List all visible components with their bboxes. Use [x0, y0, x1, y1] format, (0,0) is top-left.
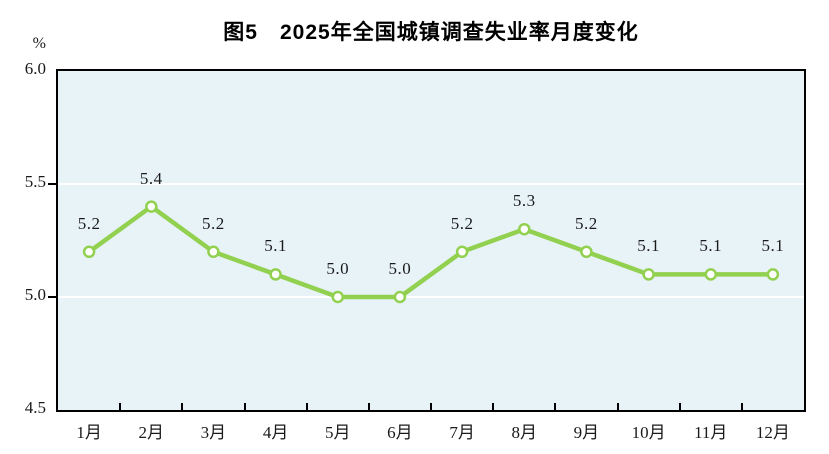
- data-label: 5.2: [575, 213, 598, 233]
- chart-title: 图5 2025年全国城镇调查失业率月度变化: [223, 21, 639, 44]
- x-axis-tick: [678, 403, 681, 410]
- data-label: 5.2: [450, 213, 474, 233]
- plot-area: 5.2 5.4 5.2 5.1 5.0 5.0 5.2 5.3 5.2 5.1 5.1 5.1: [56, 69, 806, 412]
- x-axis-tick: [492, 403, 495, 410]
- y-axis-tick: [48, 296, 56, 298]
- x-axis-label: 3月: [200, 423, 227, 442]
- x-axis-label: 7月: [449, 423, 475, 442]
- data-label: 5.2: [77, 213, 101, 233]
- x-axis-tick: [305, 403, 308, 410]
- x-axis-label: 10月: [631, 423, 666, 442]
- data-point-marker: [145, 200, 158, 213]
- line-series-canvas: [82, 200, 780, 304]
- x-axis-label: 4月: [262, 423, 289, 442]
- x-axis-tick: [430, 403, 432, 410]
- data-label: 5.1: [637, 236, 660, 256]
- x-axis-tick: [119, 403, 122, 410]
- x-axis-label: 1月: [76, 423, 102, 442]
- data-point-marker: [704, 268, 718, 281]
- data-point-marker: [580, 245, 593, 259]
- x-axis-tick: [554, 403, 557, 410]
- x-axis-label: 8月: [511, 423, 538, 442]
- y-axis-label: 5.0: [24, 285, 46, 304]
- x-axis-label: 2月: [138, 423, 165, 442]
- data-point-marker: [455, 245, 469, 259]
- y-axis-unit-label: %: [32, 35, 46, 52]
- y-axis-label: 6.0: [24, 59, 46, 78]
- y-axis-tick: [48, 183, 56, 185]
- x-axis-label: 11月: [694, 423, 728, 442]
- data-label: 5.1: [761, 236, 785, 256]
- x-axis-tick: [367, 403, 370, 410]
- x-axis-label: 6月: [387, 423, 413, 442]
- data-label: 5.3: [512, 191, 536, 211]
- y-axis-label: 5.5: [24, 172, 46, 191]
- data-point-marker: [766, 268, 780, 281]
- data-point-marker: [331, 290, 345, 304]
- data-point-marker: [207, 245, 220, 259]
- gridline: [58, 296, 804, 298]
- data-point-marker: [269, 268, 282, 281]
- data-label: 5.0: [388, 259, 412, 278]
- line-series: [86, 204, 776, 300]
- data-point-marker: [518, 222, 531, 236]
- x-axis-tick: [740, 403, 743, 410]
- y-axis-label: 4.5: [24, 398, 46, 417]
- data-point-marker: [642, 268, 655, 281]
- data-label: 5.2: [202, 213, 225, 233]
- data-point-marker: [393, 290, 407, 304]
- data-point-marker: [82, 245, 96, 259]
- data-label: 5.0: [326, 259, 350, 278]
- x-axis-tick: [616, 403, 619, 410]
- data-label: 5.4: [139, 168, 163, 188]
- x-axis-label: 5月: [325, 423, 351, 442]
- x-axis-tick: [181, 403, 184, 410]
- gridline: [58, 183, 804, 185]
- data-label: 5.1: [264, 236, 287, 256]
- x-axis-label: 12月: [755, 423, 790, 442]
- x-axis-label: 9月: [573, 423, 600, 442]
- x-axis-tick: [243, 403, 246, 410]
- data-label: 5.1: [699, 236, 723, 256]
